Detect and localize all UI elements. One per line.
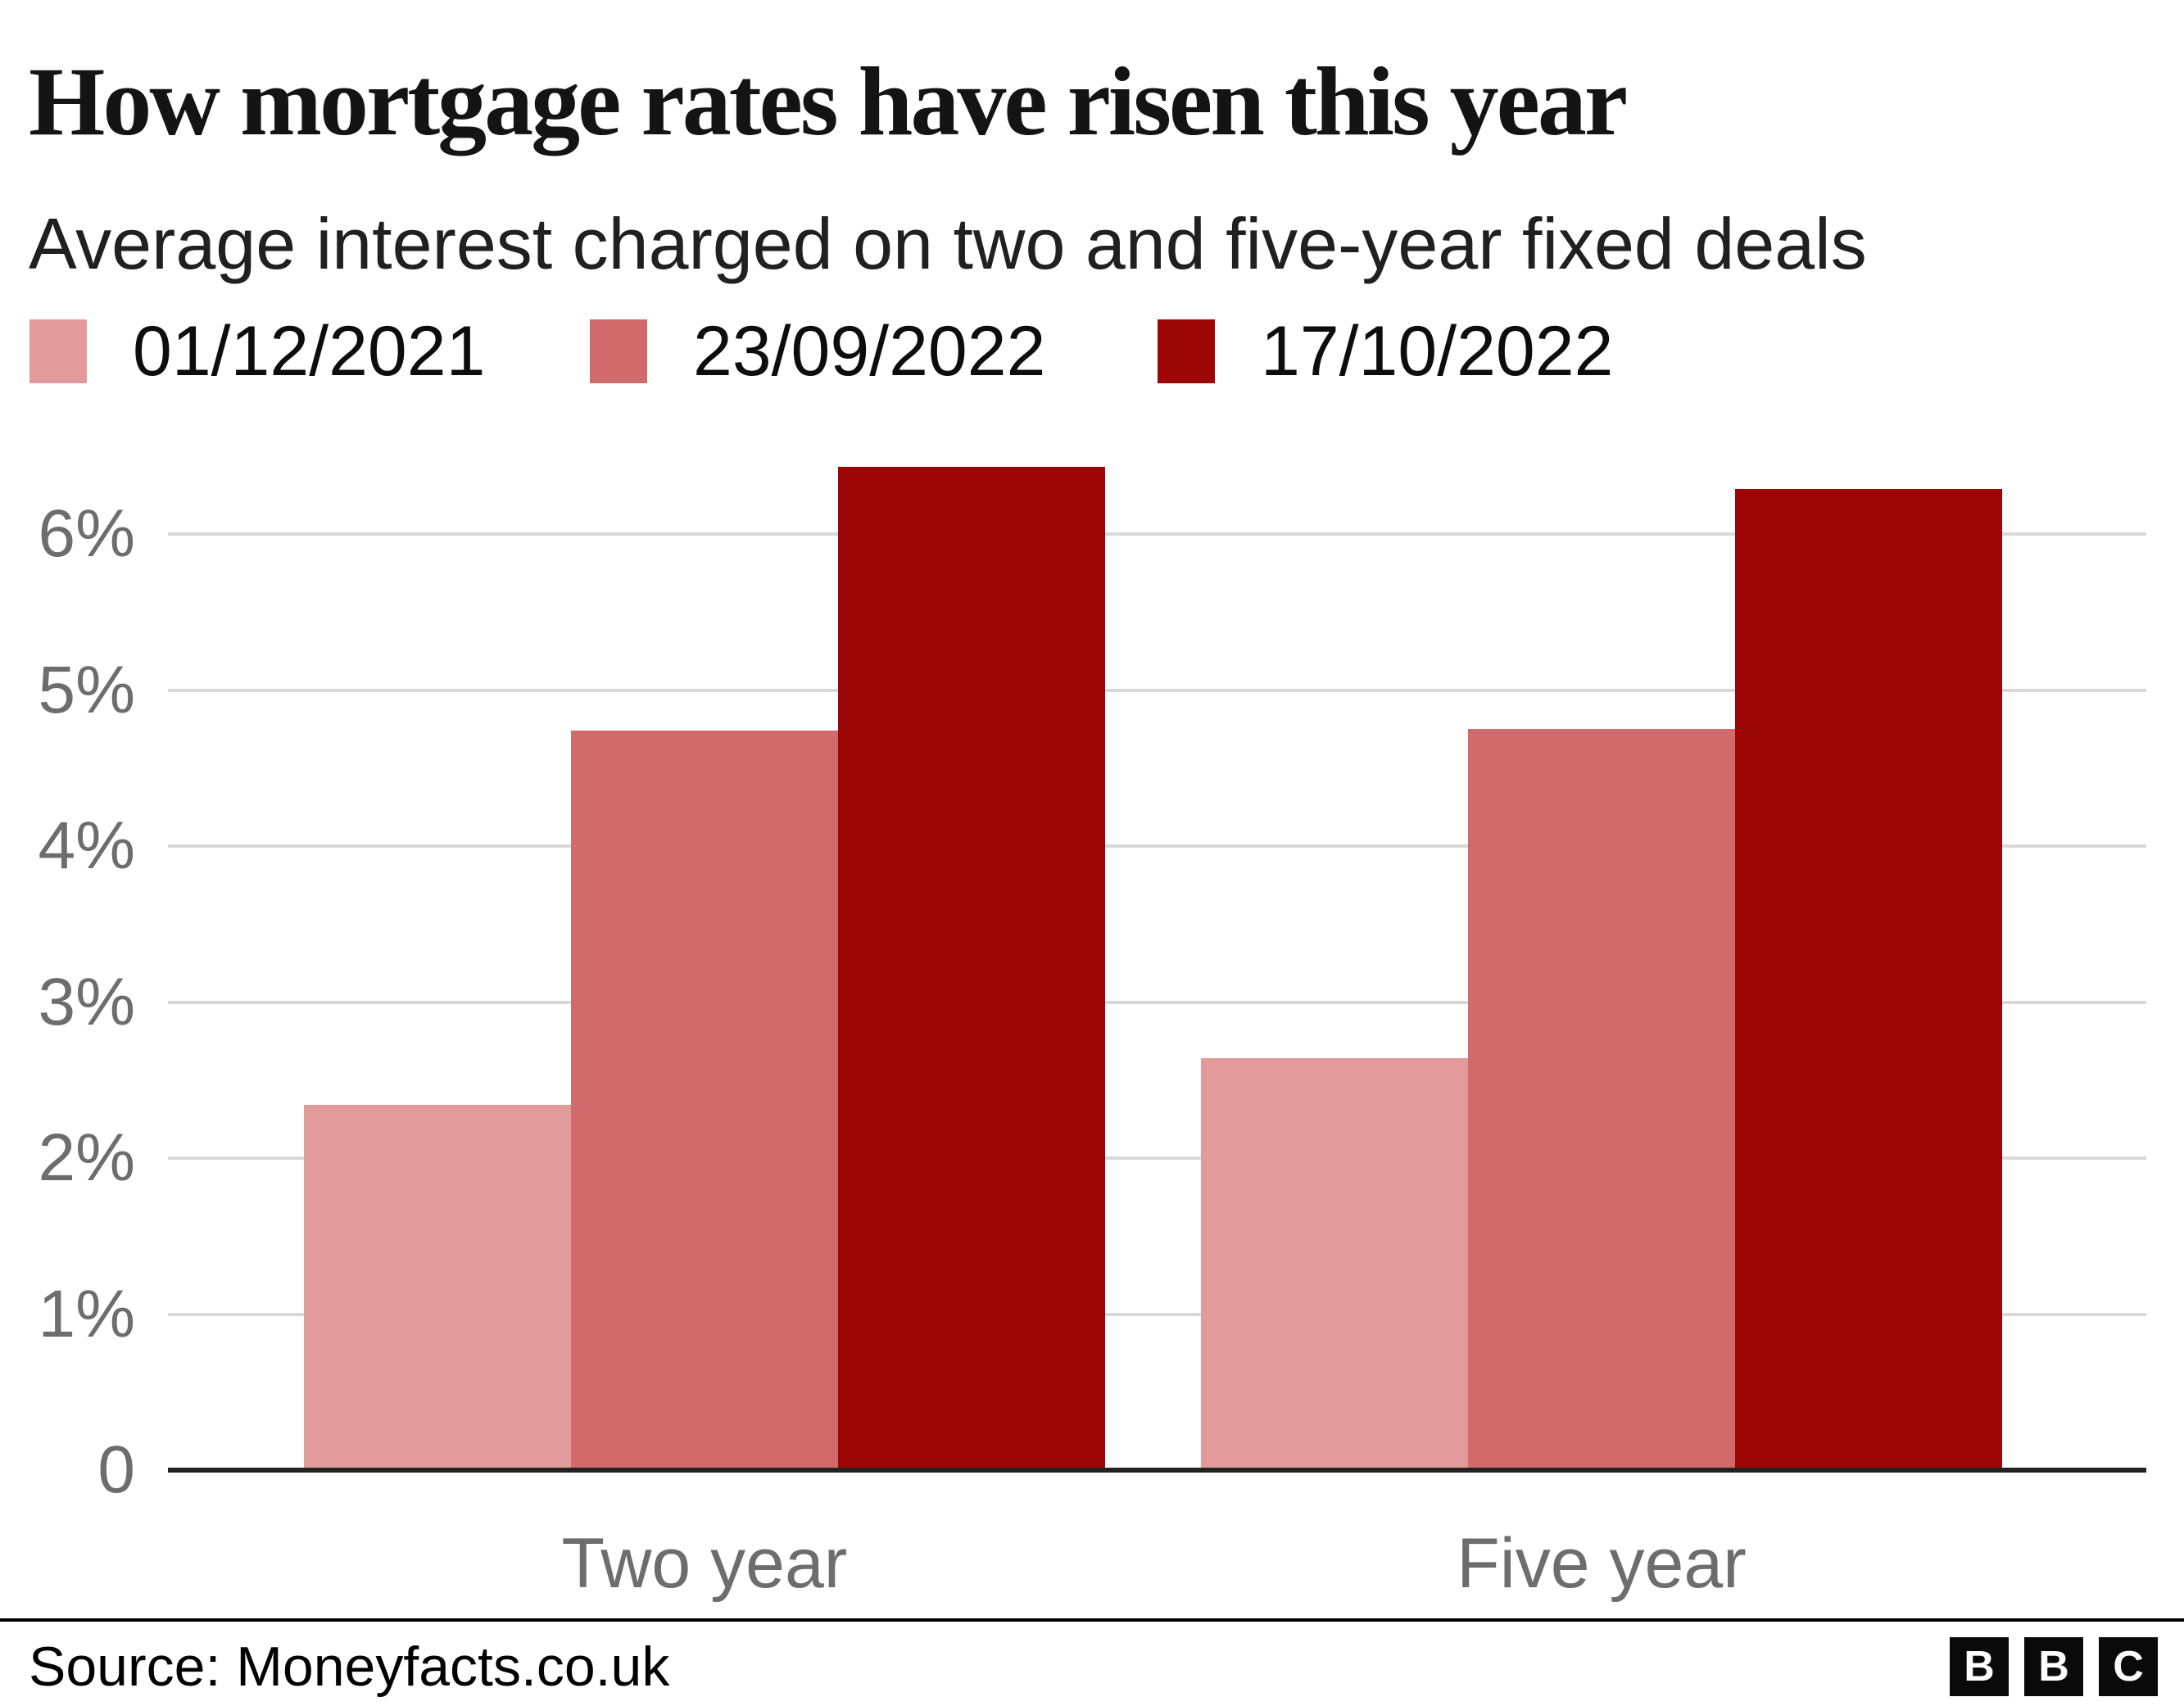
y-axis-tick-label: 3% (38, 965, 135, 1039)
legend: 01/12/2021 23/09/2022 17/10/2022 (0, 316, 2184, 387)
legend-item: 23/09/2022 (590, 316, 1045, 387)
bar-01/12/2021-Five year (1201, 1058, 1468, 1470)
gridline-3% (168, 1001, 2146, 1004)
y-axis-tick-label: 4% (38, 808, 135, 883)
legend-item: 17/10/2022 (1158, 316, 1613, 387)
gridline-5% (168, 689, 2146, 692)
bbc-logo-letter: C (2113, 1643, 2144, 1690)
legend-swatch-01/12/2021 (29, 319, 87, 383)
gridline-1% (168, 1313, 2146, 1316)
bbc-logo-square: B (1950, 1637, 2009, 1696)
x-axis-category-label: Two year (561, 1524, 848, 1603)
source-text: Source: Moneyfacts.co.uk (29, 1636, 670, 1698)
y-axis-tick-label: 6% (38, 496, 135, 571)
bar-23/09/2022-Five year (1468, 729, 1735, 1470)
x-axis-baseline (168, 1468, 2146, 1473)
y-axis-tick-label: 2% (38, 1120, 135, 1195)
footer-divider (0, 1618, 2184, 1622)
bar-17/10/2022-Five year (1735, 489, 2002, 1470)
x-axis-category-label: Five year (1457, 1524, 1747, 1603)
chart-title: How mortgage rates have risen this year (29, 47, 1628, 156)
y-axis-tick-label: 5% (38, 653, 135, 727)
legend-label: 17/10/2022 (1261, 312, 1614, 391)
bar-17/10/2022-Two year (838, 467, 1105, 1470)
gridline-4% (168, 844, 2146, 848)
legend-label: 23/09/2022 (693, 312, 1046, 391)
bar-01/12/2021-Two year (304, 1105, 571, 1470)
bbc-logo-letter: B (1964, 1643, 1995, 1690)
y-axis-tick-label: 0 (97, 1432, 135, 1507)
bbc-logo-square: B (2024, 1637, 2083, 1696)
legend-item: 01/12/2021 (29, 316, 485, 387)
legend-swatch-23/09/2022 (590, 319, 647, 383)
y-axis-tick-label: 1% (38, 1277, 135, 1351)
bar-23/09/2022-Two year (571, 731, 838, 1470)
chart-subtitle: Average interest charged on two and five… (29, 203, 1867, 284)
legend-label: 01/12/2021 (133, 312, 486, 391)
bbc-logo-square: C (2099, 1637, 2158, 1696)
bbc-logo-letter: B (2038, 1643, 2069, 1690)
gridline-2% (168, 1156, 2146, 1160)
gridline-6% (168, 532, 2146, 536)
legend-swatch-17/10/2022 (1158, 319, 1215, 383)
